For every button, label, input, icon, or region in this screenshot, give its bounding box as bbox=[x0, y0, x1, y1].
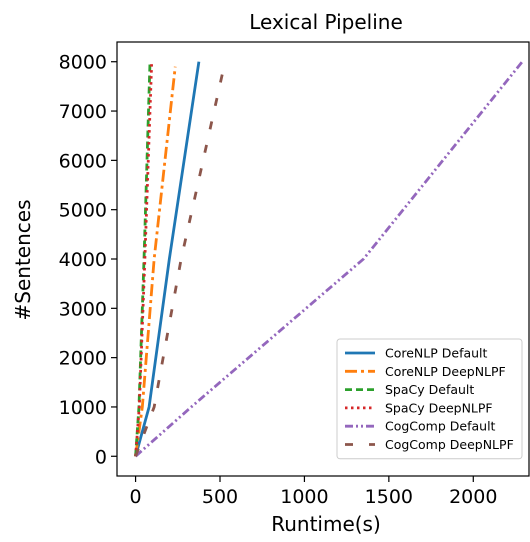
x-tick-label: 1000 bbox=[280, 486, 328, 508]
y-axis: 0 1000 2000 3000 4000 5000 6000 7000 8000 bbox=[59, 52, 117, 468]
series-line-corenlp-deepnlpf bbox=[134, 66, 177, 457]
series-line-cogcomp-default bbox=[134, 60, 524, 458]
series-line-spacy-default bbox=[134, 64, 152, 457]
y-axis-title: #Sentences bbox=[11, 200, 35, 321]
x-tick-label: 500 bbox=[202, 486, 238, 508]
y-tick-label: 4000 bbox=[59, 249, 107, 271]
series-line-cogcomp-deepnlpf bbox=[134, 61, 227, 457]
x-axis: 0 500 1000 1500 2000 bbox=[130, 476, 497, 508]
y-tick-label: 0 bbox=[95, 446, 107, 468]
legend: CoreNLP Default CoreNLP DeepNLPF SpaCy Def… bbox=[336, 338, 523, 460]
y-tick-label: 7000 bbox=[59, 101, 107, 123]
series-line-spacy-deepnlpf bbox=[134, 64, 154, 457]
legend-label: SpaCy DeepNLPF bbox=[385, 400, 493, 415]
y-tick-label: 2000 bbox=[59, 348, 107, 370]
y-tick-label: 8000 bbox=[59, 52, 107, 74]
x-tick-label: 0 bbox=[130, 486, 142, 508]
legend-label: CoreNLP DeepNLPF bbox=[385, 364, 506, 379]
chart-title: Lexical Pipeline bbox=[249, 10, 403, 34]
x-tick-label: 2000 bbox=[449, 486, 497, 508]
legend-label: CogComp DeepNLPF bbox=[385, 437, 514, 452]
legend-label: SpaCy Default bbox=[385, 382, 474, 397]
legend-label: CoreNLP Default bbox=[385, 346, 488, 361]
y-tick-label: 6000 bbox=[59, 150, 107, 172]
y-tick-label: 1000 bbox=[59, 397, 107, 419]
series-line-corenlp-default bbox=[134, 61, 201, 457]
legend-box bbox=[336, 338, 523, 460]
y-tick-label: 5000 bbox=[59, 200, 107, 222]
legend-label: CogComp Default bbox=[385, 419, 496, 434]
plot-area bbox=[134, 60, 524, 458]
x-axis-title: Runtime(s) bbox=[271, 512, 381, 536]
y-tick-label: 3000 bbox=[59, 298, 107, 320]
x-tick-label: 1500 bbox=[365, 486, 413, 508]
